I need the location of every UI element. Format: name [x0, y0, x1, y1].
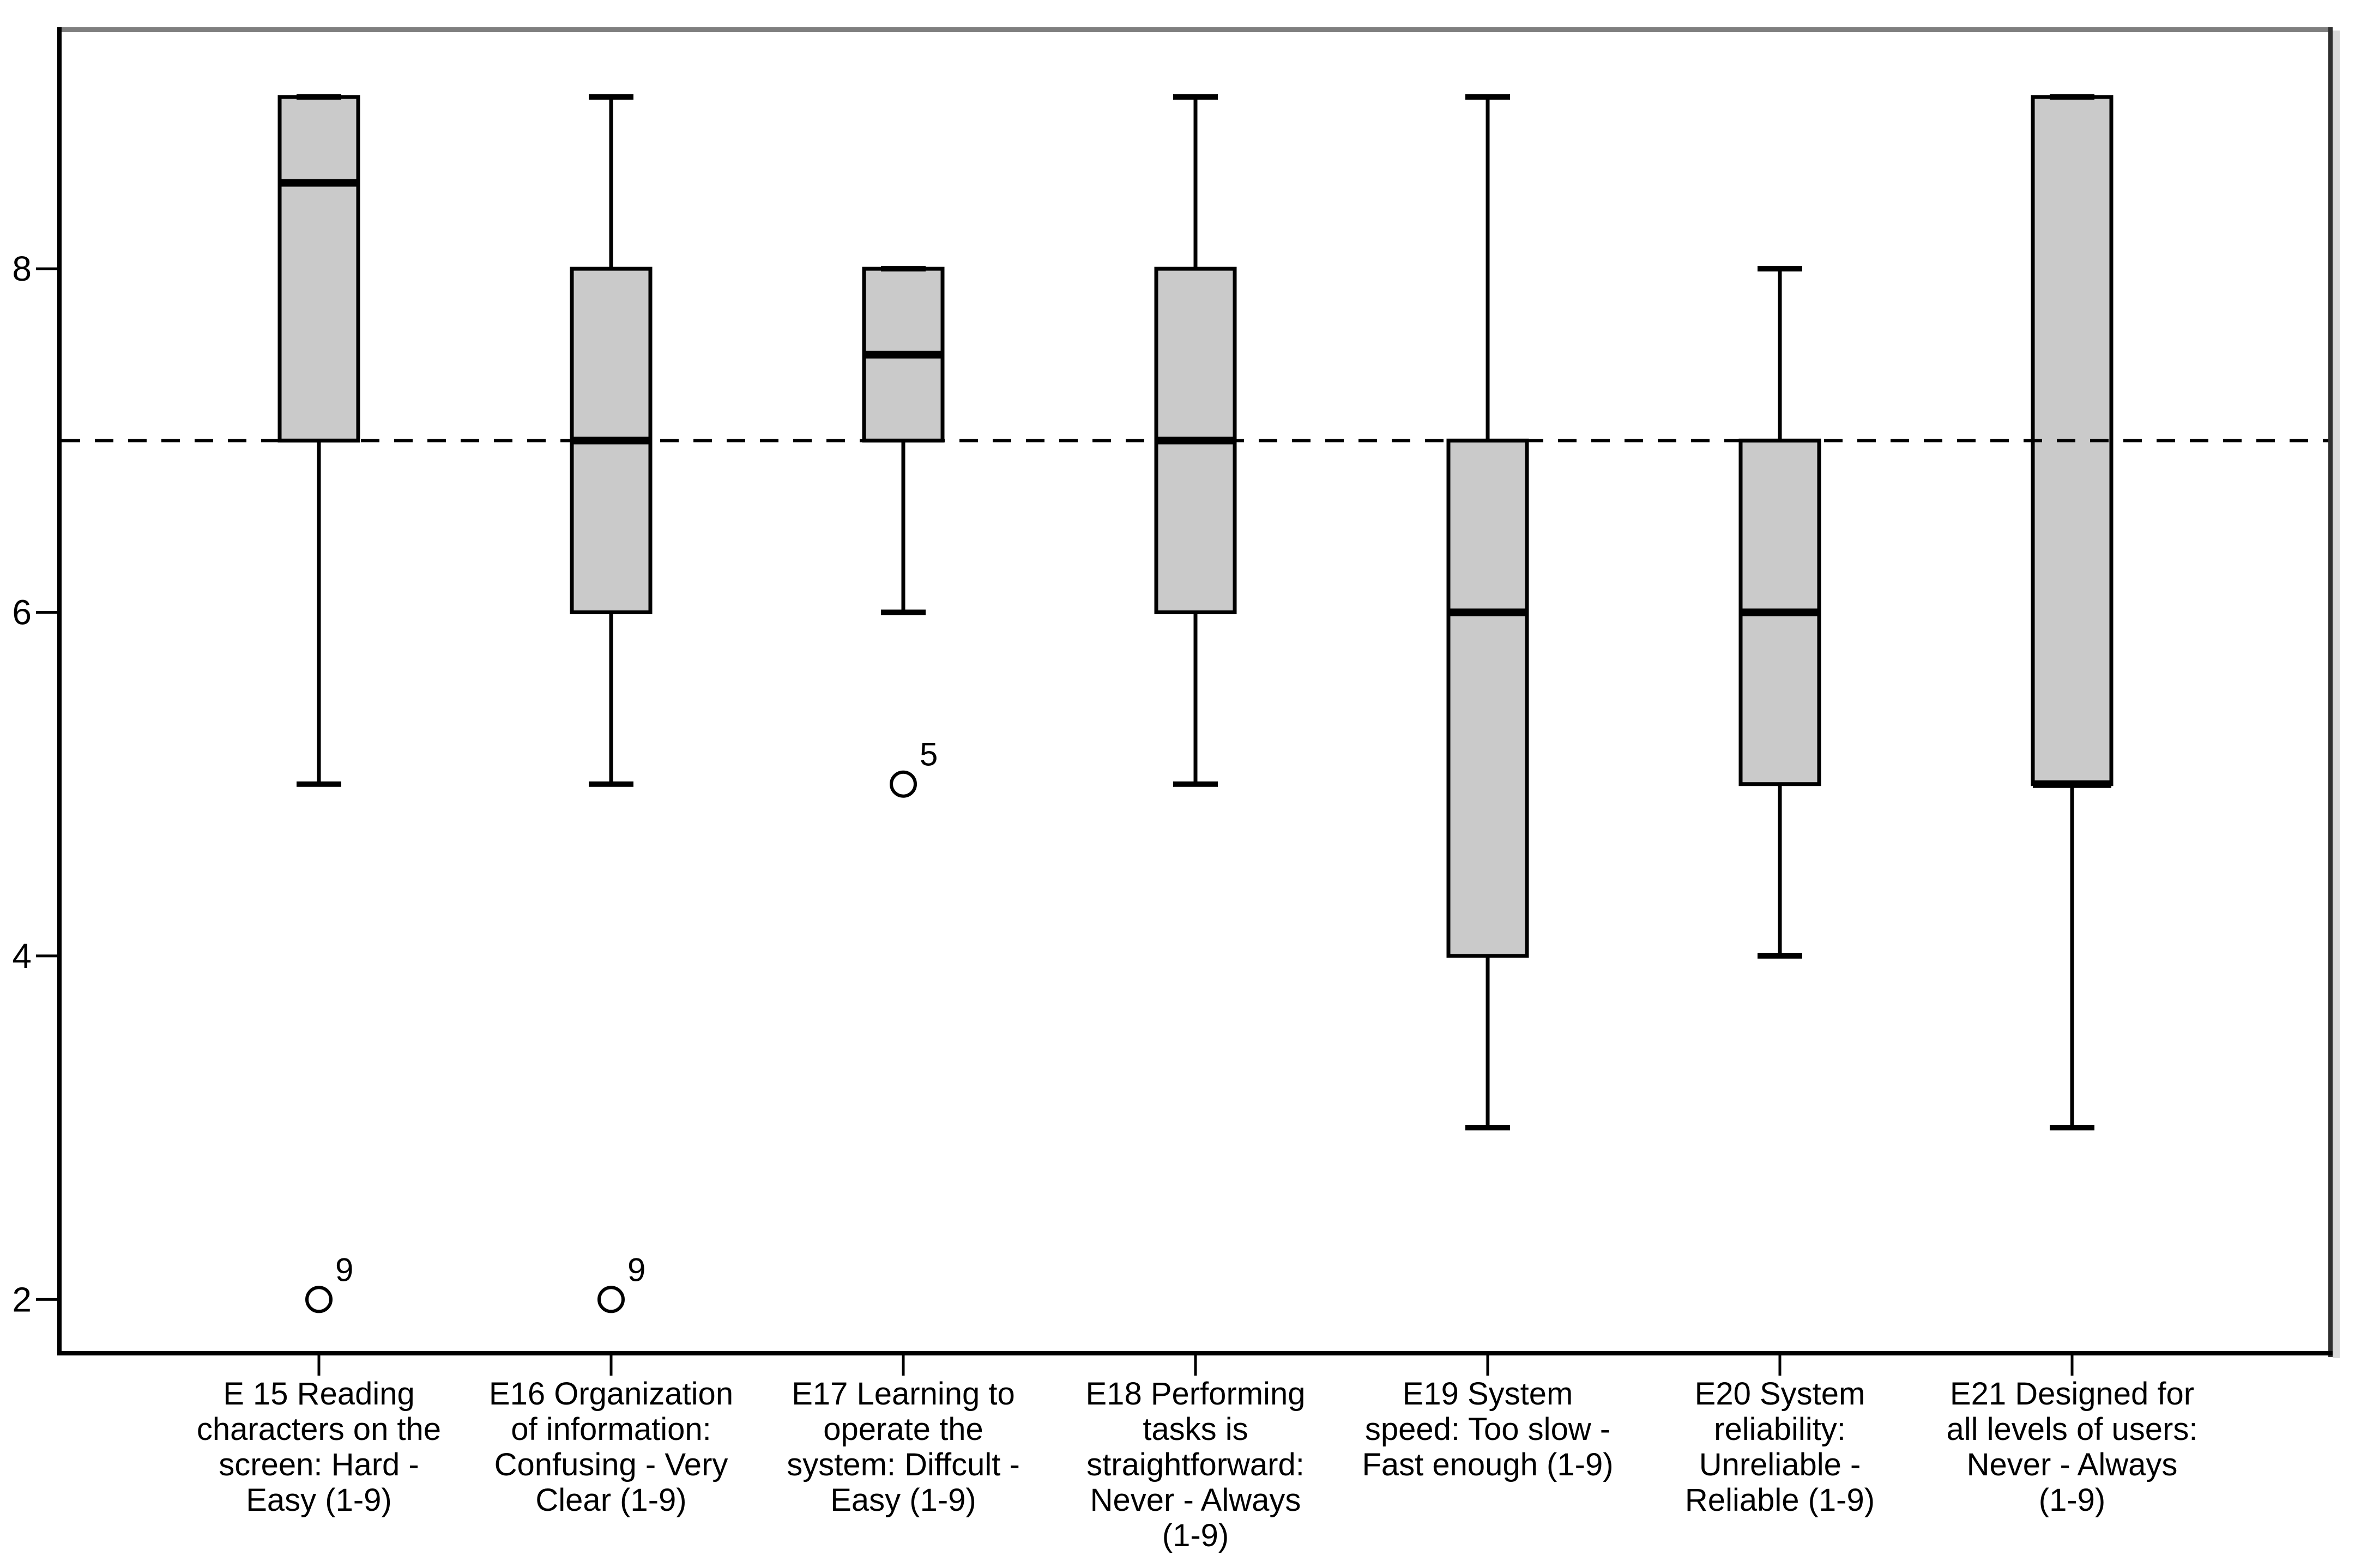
y-tick — [36, 611, 57, 614]
x-axis-label-line: system: Diffcult - — [787, 1447, 1020, 1482]
x-axis-label-line: of information: — [511, 1412, 711, 1447]
y-axis-tick-label: 6 — [12, 593, 32, 632]
y-tick — [36, 267, 57, 270]
x-axis-label-line: E17 Learning to — [792, 1376, 1015, 1412]
box-group-e17 — [862, 266, 945, 615]
x-axis-label-line: E19 System — [1403, 1376, 1573, 1412]
x-axis-label-line: (1-9) — [2039, 1482, 2105, 1518]
x-axis-label-line: screen: Hard - — [219, 1447, 419, 1482]
box-group-e20 — [1738, 266, 1821, 959]
x-axis-label-line: Clear (1-9) — [535, 1482, 686, 1518]
x-tick — [1194, 1355, 1197, 1376]
x-tick — [2070, 1355, 2074, 1376]
x-axis-label-line: Easy (1-9) — [246, 1482, 392, 1518]
x-axis-label-line: straightforward: — [1086, 1447, 1305, 1482]
outlier-label: 5 — [920, 736, 938, 773]
plot-frame-top — [57, 27, 2333, 32]
x-tick — [317, 1355, 321, 1376]
x-axis-label-line: Fast enough (1-9) — [1362, 1447, 1613, 1482]
outlier-label: 9 — [627, 1251, 645, 1288]
y-tick — [36, 954, 57, 958]
x-axis-label-line: (1-9) — [1162, 1518, 1229, 1553]
x-axis-label-line: E18 Performing — [1086, 1376, 1306, 1412]
x-tick — [902, 1355, 905, 1376]
x-tick — [1778, 1355, 1782, 1376]
y-axis-tick-label: 8 — [12, 249, 32, 288]
y-tick — [36, 1298, 57, 1301]
x-axis-label-line: characters on the — [197, 1412, 441, 1447]
outlier-circle — [890, 770, 917, 798]
x-axis-label-line: Never - Always — [1967, 1447, 2178, 1482]
x-axis-label-line: E20 System — [1695, 1376, 1865, 1412]
x-axis-label-line: speed: Too slow - — [1365, 1412, 1610, 1447]
iqr-box — [277, 95, 360, 443]
y-axis-tick-label: 4 — [12, 936, 32, 976]
outlier-label: 9 — [335, 1251, 353, 1288]
x-axis-label-line: E21 Designed for — [1950, 1376, 2194, 1412]
y-axis-tick-label: 2 — [12, 1280, 32, 1319]
iqr-box — [1446, 438, 1529, 958]
x-axis-label-line: tasks is — [1143, 1412, 1248, 1447]
plot-frame-right — [2328, 27, 2333, 1357]
x-axis-label-line: reliability: — [1714, 1412, 1846, 1447]
x-axis-label-line: E 15 Reading — [223, 1376, 414, 1412]
y-axis-line — [57, 27, 62, 1355]
x-axis-label-line: Reliable (1-9) — [1685, 1482, 1875, 1518]
outlier-circle — [305, 1286, 333, 1313]
x-axis-label-line: Unreliable - — [1699, 1447, 1861, 1482]
x-tick — [1486, 1355, 1489, 1376]
x-axis-label-line: all levels of users: — [1947, 1412, 2198, 1447]
plot-frame-right-shadow — [2333, 31, 2340, 1358]
x-axis-label-line: Confusing - Very — [494, 1447, 728, 1482]
x-axis-label-line: Never - Always — [1090, 1482, 1301, 1518]
outlier-circle — [597, 1286, 625, 1313]
x-axis-label-line: operate the — [823, 1412, 983, 1447]
x-axis-label-line: Easy (1-9) — [830, 1482, 976, 1518]
x-axis-line — [57, 1351, 2333, 1355]
x-tick — [609, 1355, 613, 1376]
x-axis-label-line: E16 Organization — [489, 1376, 733, 1412]
box-group-e19 — [1446, 94, 1529, 1131]
box-group-e15 — [277, 94, 360, 787]
